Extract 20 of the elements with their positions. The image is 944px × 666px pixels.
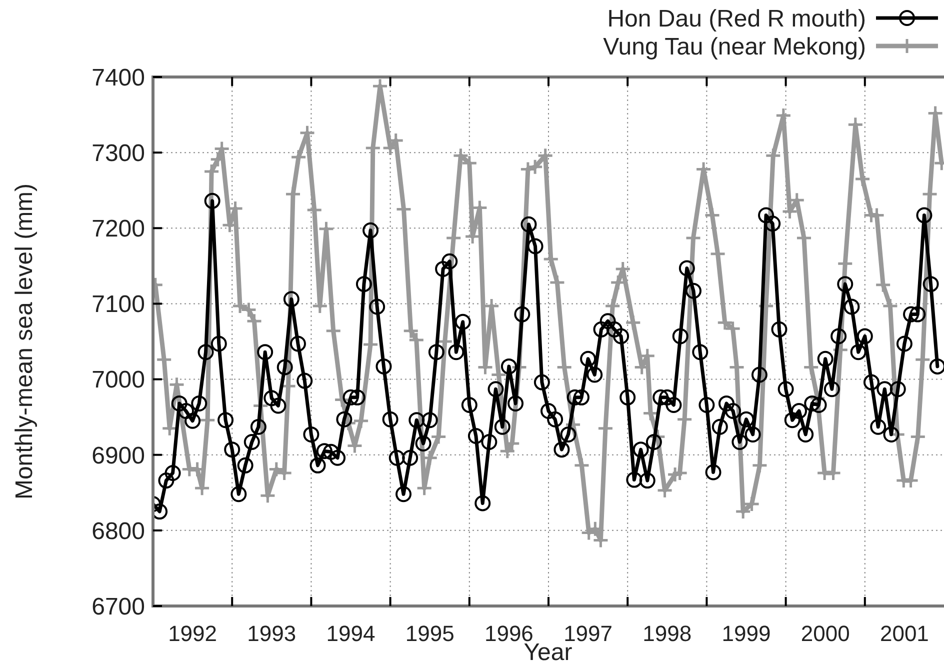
x-tick-label: 1995	[405, 621, 454, 646]
y-tick-label: 7400	[92, 64, 145, 92]
x-tick-label: 1993	[247, 621, 296, 646]
y-tick-label: 6800	[92, 518, 145, 545]
x-tick-label: 1998	[642, 621, 692, 646]
y-tick-label: 7000	[92, 366, 145, 394]
x-tick-label: 1999	[722, 621, 771, 646]
y-tick-label: 7300	[92, 140, 145, 167]
y-tick-label: 6900	[92, 442, 145, 470]
y-tick-label: 6700	[92, 593, 145, 620]
x-tick-label: 1992	[168, 621, 218, 646]
y-tick-label: 7200	[92, 216, 145, 243]
legend-label: Vung Tau (near Mekong)	[603, 33, 866, 60]
y-tick-label: 7100	[92, 291, 145, 318]
x-tick-label: 2001	[880, 621, 929, 646]
y-axis-title: Monthly-mean sea level (mm)	[11, 183, 38, 500]
x-tick-label: 1997	[564, 621, 613, 646]
x-tick-label: 1994	[326, 621, 376, 646]
legend-label: Hon Dau (Red R mouth)	[607, 5, 866, 32]
x-tick-label: 2000	[800, 621, 850, 646]
